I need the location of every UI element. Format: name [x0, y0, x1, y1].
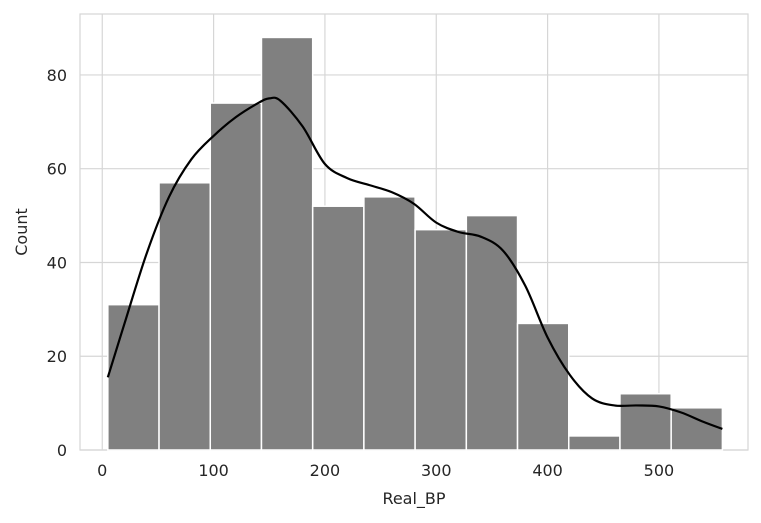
- y-tick-labels: 0 20 40 60 80: [47, 66, 67, 460]
- y-tick-label: 20: [47, 347, 67, 366]
- histogram-bar: [619, 392, 672, 451]
- x-tick-label: 500: [644, 461, 675, 480]
- x-tick-label: 200: [310, 461, 341, 480]
- y-tick-label: 80: [47, 66, 67, 85]
- histogram-bar: [516, 322, 570, 451]
- kde-curve: [106, 96, 723, 430]
- x-tick-label: 300: [421, 461, 452, 480]
- histogram-bar: [209, 102, 263, 451]
- histogram-bar: [670, 407, 724, 451]
- x-tick-label: 100: [198, 461, 229, 480]
- histogram-bar: [568, 435, 621, 451]
- y-tick-label: 0: [57, 441, 67, 460]
- x-axis-label: Real_BP: [382, 489, 445, 509]
- histogram-bar: [414, 228, 468, 451]
- y-tick-label: 40: [47, 253, 67, 272]
- x-tick-label: 400: [532, 461, 563, 480]
- histogram-bar: [158, 182, 212, 451]
- histogram-bar: [363, 196, 416, 451]
- x-tick-labels: 0 100 200 300 400 500: [97, 461, 674, 480]
- histogram-bar: [311, 205, 365, 451]
- y-tick-label: 60: [47, 160, 67, 179]
- x-tick-label: 0: [97, 461, 107, 480]
- y-axis-label: Count: [12, 208, 31, 256]
- histogram-bars: [107, 36, 724, 451]
- histogram-bar: [107, 303, 160, 451]
- histogram-bar: [465, 214, 519, 451]
